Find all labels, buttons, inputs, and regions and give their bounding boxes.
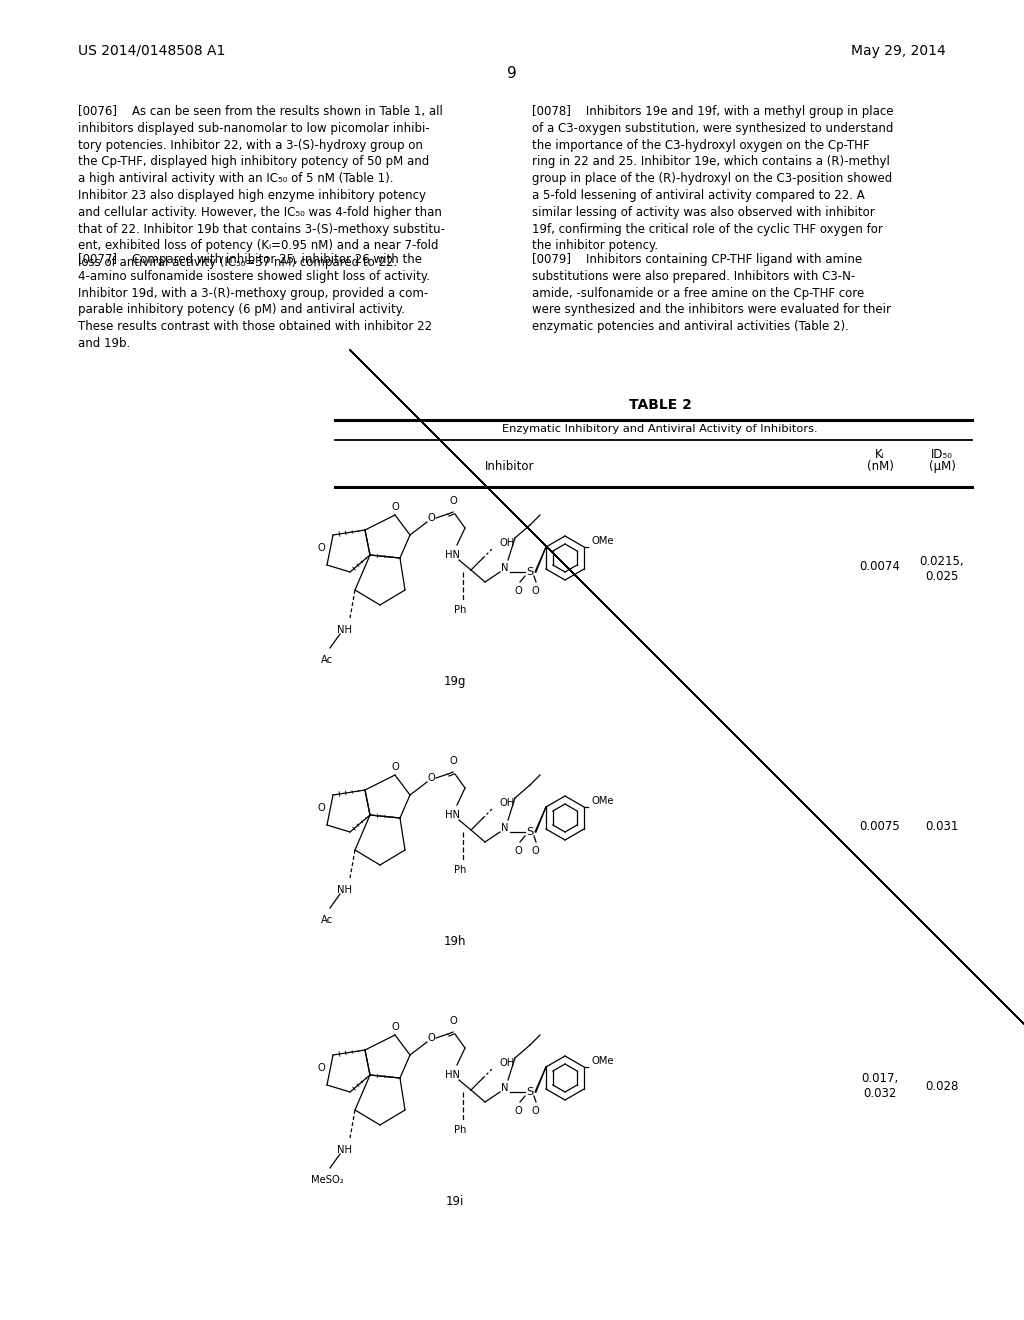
Text: (μM): (μM) xyxy=(929,459,955,473)
Text: Inhibitor: Inhibitor xyxy=(485,459,535,473)
Text: Ph: Ph xyxy=(454,865,466,875)
Text: HN: HN xyxy=(445,550,461,560)
Text: O: O xyxy=(531,586,539,597)
Text: 0.032: 0.032 xyxy=(863,1086,897,1100)
Text: 0.017,: 0.017, xyxy=(861,1072,899,1085)
Text: OH: OH xyxy=(500,539,515,548)
Text: (nM): (nM) xyxy=(866,459,893,473)
Text: 19g: 19g xyxy=(443,675,466,688)
Text: O: O xyxy=(391,762,399,772)
Text: O: O xyxy=(450,1016,457,1026)
Text: OMe: OMe xyxy=(591,536,613,546)
Text: O: O xyxy=(427,774,435,783)
Text: OH: OH xyxy=(500,1059,515,1068)
Text: N: N xyxy=(502,564,509,573)
Text: O: O xyxy=(317,1063,325,1073)
Text: HN: HN xyxy=(445,1071,461,1080)
Text: O: O xyxy=(450,756,457,766)
Text: S: S xyxy=(526,568,534,577)
Text: O: O xyxy=(317,543,325,553)
Text: US 2014/0148508 A1: US 2014/0148508 A1 xyxy=(78,44,225,58)
Text: O: O xyxy=(317,803,325,813)
Text: O: O xyxy=(514,846,522,855)
Text: 0.0215,: 0.0215, xyxy=(920,554,965,568)
Text: 0.0074: 0.0074 xyxy=(859,560,900,573)
Text: O: O xyxy=(514,586,522,597)
Text: Ph: Ph xyxy=(454,605,466,615)
Text: O: O xyxy=(531,1106,539,1115)
Text: NH: NH xyxy=(338,884,352,895)
Text: 0.031: 0.031 xyxy=(926,820,958,833)
Text: Ph: Ph xyxy=(454,1125,466,1135)
Text: [0078]    Inhibitors 19e and 19f, with a methyl group in place
of a C3-oxygen su: [0078] Inhibitors 19e and 19f, with a me… xyxy=(532,106,894,252)
Text: O: O xyxy=(391,502,399,512)
Text: Kᵢ: Kᵢ xyxy=(876,447,885,461)
Text: NH: NH xyxy=(338,1144,352,1155)
Text: ID₅₀: ID₅₀ xyxy=(931,447,953,461)
Text: HN: HN xyxy=(445,810,461,820)
Text: OMe: OMe xyxy=(591,1056,613,1067)
Text: 19i: 19i xyxy=(445,1195,464,1208)
Text: [0076]    As can be seen from the results shown in Table 1, all
inhibitors displ: [0076] As can be seen from the results s… xyxy=(78,106,445,269)
Text: Ac: Ac xyxy=(321,655,333,665)
Text: NH: NH xyxy=(338,624,352,635)
Text: OMe: OMe xyxy=(591,796,613,807)
Text: 0.0075: 0.0075 xyxy=(859,820,900,833)
Text: 19h: 19h xyxy=(443,935,466,948)
Text: O: O xyxy=(427,1034,435,1043)
Text: MeSO₂: MeSO₂ xyxy=(310,1175,343,1185)
Text: S: S xyxy=(526,1086,534,1097)
Text: Enzymatic Inhibitory and Antiviral Activity of Inhibitors.: Enzymatic Inhibitory and Antiviral Activ… xyxy=(502,424,818,434)
Text: [0079]    Inhibitors containing CP-THF ligand with amine
substitutions were also: [0079] Inhibitors containing CP-THF liga… xyxy=(532,253,891,333)
Text: O: O xyxy=(531,846,539,855)
Text: OH: OH xyxy=(500,799,515,808)
Text: O: O xyxy=(514,1106,522,1115)
Text: Ac: Ac xyxy=(321,915,333,925)
Text: 9: 9 xyxy=(507,66,517,81)
Text: 0.028: 0.028 xyxy=(926,1080,958,1093)
Text: [0077]    Compared with inhibitor 25, inhibitor 26 with the
4-amino sulfonamide : [0077] Compared with inhibitor 25, inhib… xyxy=(78,253,432,350)
Text: S: S xyxy=(526,828,534,837)
Text: N: N xyxy=(502,1082,509,1093)
Text: TABLE 2: TABLE 2 xyxy=(629,399,691,412)
Text: May 29, 2014: May 29, 2014 xyxy=(851,44,946,58)
Text: O: O xyxy=(427,513,435,523)
Text: O: O xyxy=(391,1022,399,1032)
Text: 0.025: 0.025 xyxy=(926,570,958,583)
Text: N: N xyxy=(502,822,509,833)
Text: O: O xyxy=(450,496,457,506)
